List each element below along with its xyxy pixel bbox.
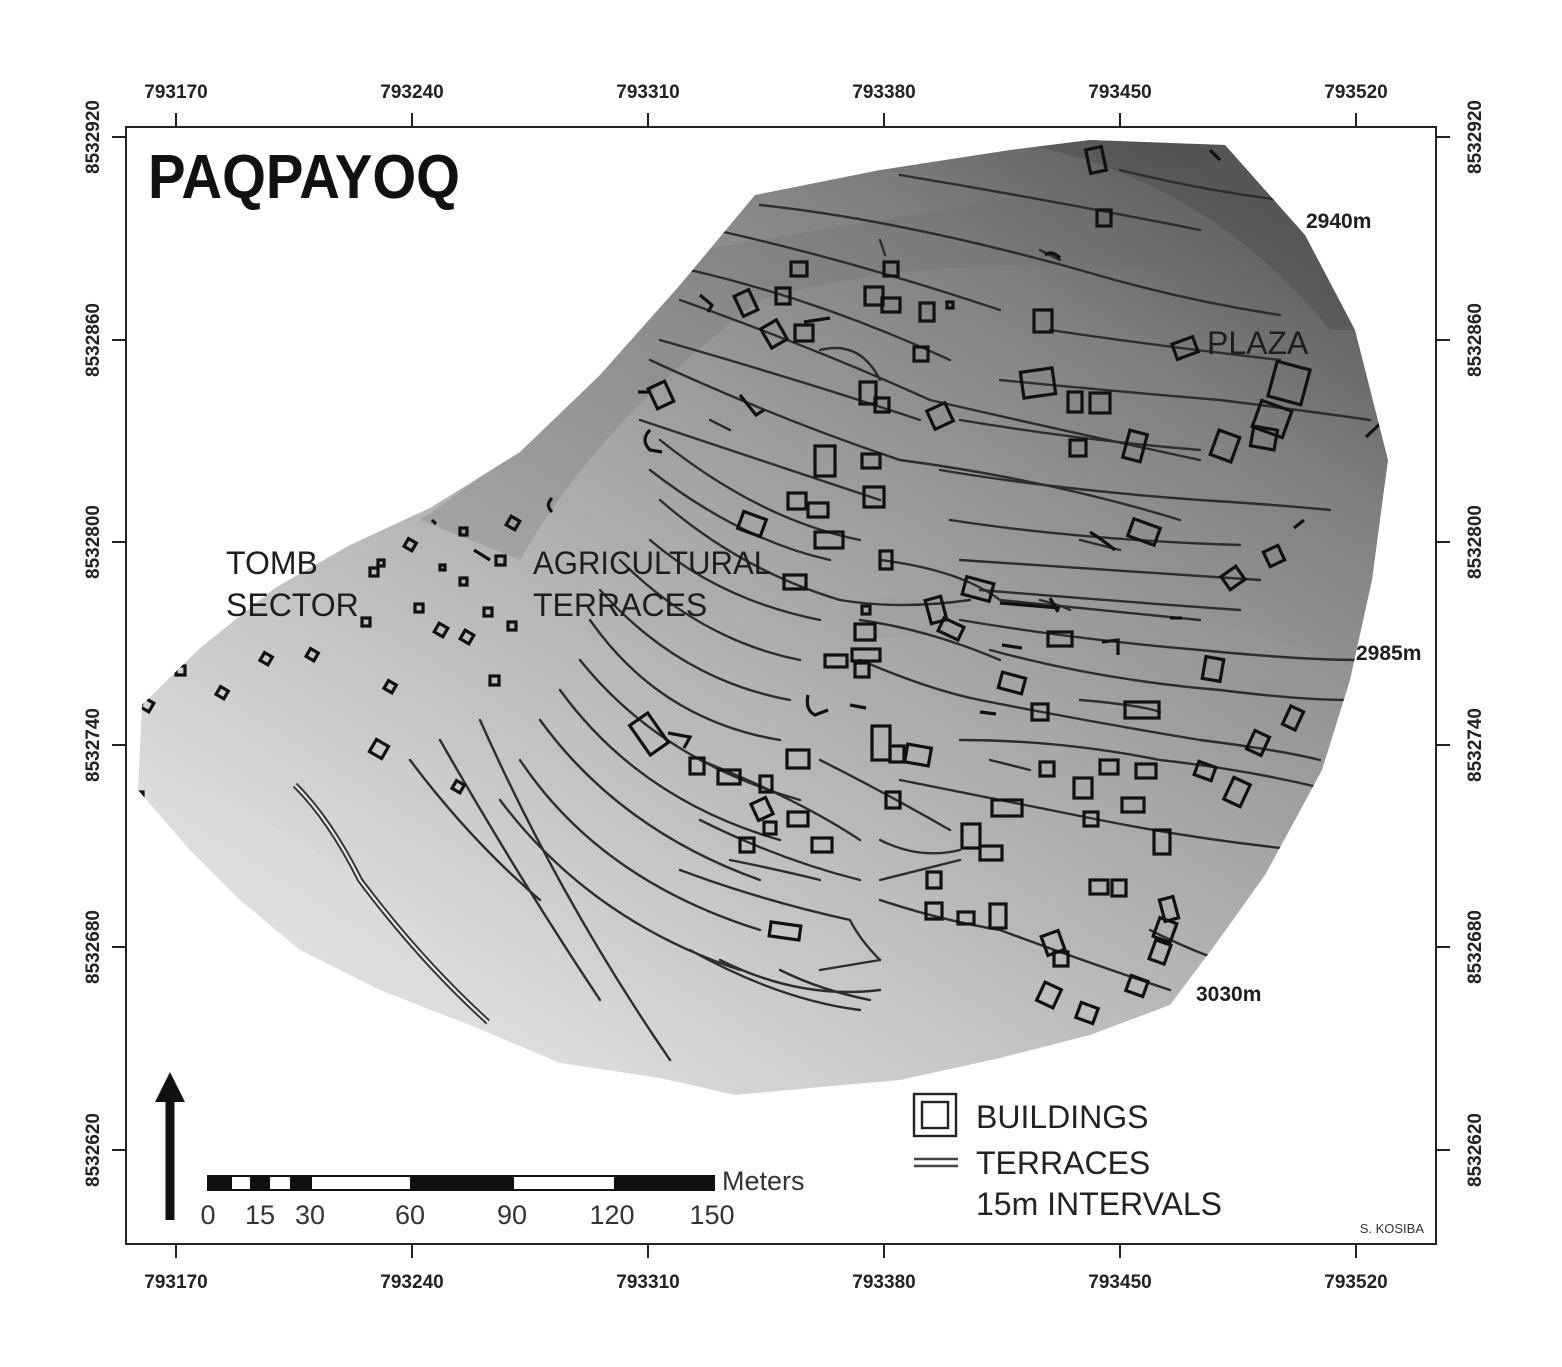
bottom-axis-labels: 793170 793240 793310 793380 793450 79352… — [144, 1272, 1387, 1293]
contour-label: 2985m — [1356, 642, 1421, 665]
x-tick-label: 793170 — [144, 82, 207, 103]
legend: BUILDINGS TERRACES 15m INTERVALS — [912, 1092, 1222, 1222]
x-tick-label: 793240 — [380, 1272, 443, 1293]
scale-tick: 0 — [200, 1200, 215, 1230]
buildings-legend-icon — [912, 1092, 958, 1138]
top-axis-labels: 793170 793240 793310 793380 793450 79352… — [144, 82, 1387, 103]
x-tick-label: 793450 — [1088, 1272, 1151, 1293]
x-tick-label: 793520 — [1324, 82, 1387, 103]
x-tick-label: 793170 — [144, 1272, 207, 1293]
left-axis-labels: 8532920 8532860 8532800 8532740 8532680 … — [83, 100, 104, 1187]
scale-tick: 90 — [497, 1200, 527, 1230]
contour-label: 2940m — [1306, 210, 1371, 233]
boundary-wall — [292, 782, 491, 1025]
buildings — [138, 144, 1386, 1026]
x-tick-label: 793380 — [852, 1272, 915, 1293]
y-tick-label: 8532740 — [83, 708, 104, 782]
scale-tick: 30 — [295, 1200, 325, 1230]
y-tick-label: 8532860 — [83, 303, 104, 377]
legend-terraces: TERRACES — [976, 1145, 1150, 1181]
x-tick-label: 793310 — [616, 1272, 679, 1293]
x-tick-label: 793240 — [380, 82, 443, 103]
x-tick-label: 793310 — [616, 82, 679, 103]
tomb-sector-label: TOMB — [226, 545, 318, 581]
agricultural-terraces-label: AGRICULTURAL — [533, 545, 771, 581]
y-tick-label: 8532740 — [1465, 708, 1486, 782]
agricultural-terraces-label: TERRACES — [533, 587, 707, 623]
map-frame — [112, 113, 1450, 1258]
y-tick-label: 8532800 — [83, 505, 104, 579]
scale-tick: 150 — [689, 1200, 734, 1230]
y-tick-label: 8532920 — [83, 100, 104, 174]
plaza-label: PLAZA — [1207, 325, 1309, 361]
scale-unit: Meters — [722, 1166, 805, 1196]
legend-intervals: 15m INTERVALS — [976, 1186, 1222, 1222]
terraces-legend-icon — [914, 1157, 958, 1168]
y-tick-label: 8532680 — [83, 910, 104, 984]
scale-tick: 120 — [589, 1200, 634, 1230]
y-tick-label: 8532620 — [83, 1113, 104, 1187]
y-tick-label: 8532800 — [1465, 505, 1486, 579]
y-tick-label: 8532920 — [1465, 100, 1486, 174]
map-title: PAQPAYOQ — [148, 143, 460, 212]
x-tick-label: 793450 — [1088, 82, 1151, 103]
y-tick-label: 8532860 — [1465, 303, 1486, 377]
x-tick-label: 793520 — [1324, 1272, 1387, 1293]
contour-label: 3030m — [1196, 983, 1261, 1006]
x-tick-label: 793380 — [852, 82, 915, 103]
right-axis-labels: 8532920 8532860 8532800 8532740 8532680 … — [1465, 100, 1486, 1187]
tomb-sector-label: SECTOR — [226, 587, 359, 623]
y-tick-label: 8532620 — [1465, 1113, 1486, 1187]
credit-text: S. KOSIBA — [1360, 1221, 1425, 1236]
north-arrow-icon — [155, 1072, 185, 1220]
scale-tick: 60 — [395, 1200, 425, 1230]
legend-buildings: BUILDINGS — [976, 1099, 1148, 1135]
scale-tick: 15 — [245, 1200, 275, 1230]
y-tick-label: 8532680 — [1465, 910, 1486, 984]
scale-bar: Meters 0 15 30 60 90 120 150 — [200, 1166, 804, 1230]
